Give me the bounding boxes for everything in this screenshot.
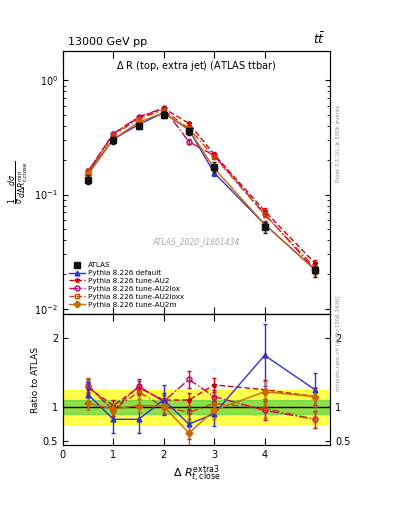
- Text: ATLAS_2020_I1801434: ATLAS_2020_I1801434: [153, 237, 240, 246]
- Bar: [63, 400, 330, 414]
- Text: $\Delta$ R (top, extra jet) (ATLAS ttbar): $\Delta$ R (top, extra jet) (ATLAS ttbar…: [116, 59, 277, 73]
- Y-axis label: Ratio to ATLAS: Ratio to ATLAS: [31, 347, 40, 413]
- Text: 13000 GeV pp: 13000 GeV pp: [68, 37, 147, 47]
- Text: mcplots.cern.ch [arXiv:1306.3436]: mcplots.cern.ch [arXiv:1306.3436]: [336, 295, 341, 391]
- Legend: ATLAS, Pythia 8.226 default, Pythia 8.226 tune-AU2, Pythia 8.226 tune-AU2lox, Py: ATLAS, Pythia 8.226 default, Pythia 8.22…: [66, 259, 187, 310]
- Bar: [63, 390, 330, 424]
- Y-axis label: $\frac{1}{\sigma}\frac{d\sigma}{d\Delta R_{t,\mathrm{close}}^{\mathrm{min}}}$: $\frac{1}{\sigma}\frac{d\sigma}{d\Delta …: [7, 161, 31, 204]
- X-axis label: $\Delta$ $R^{\mathrm{extra3}}_{t,\mathrm{close}}$: $\Delta$ $R^{\mathrm{extra3}}_{t,\mathrm…: [173, 463, 220, 484]
- Text: Rivet 3.1.10, ≥ 300k events: Rivet 3.1.10, ≥ 300k events: [336, 105, 341, 182]
- Text: $t\bar{t}$: $t\bar{t}$: [312, 32, 325, 47]
